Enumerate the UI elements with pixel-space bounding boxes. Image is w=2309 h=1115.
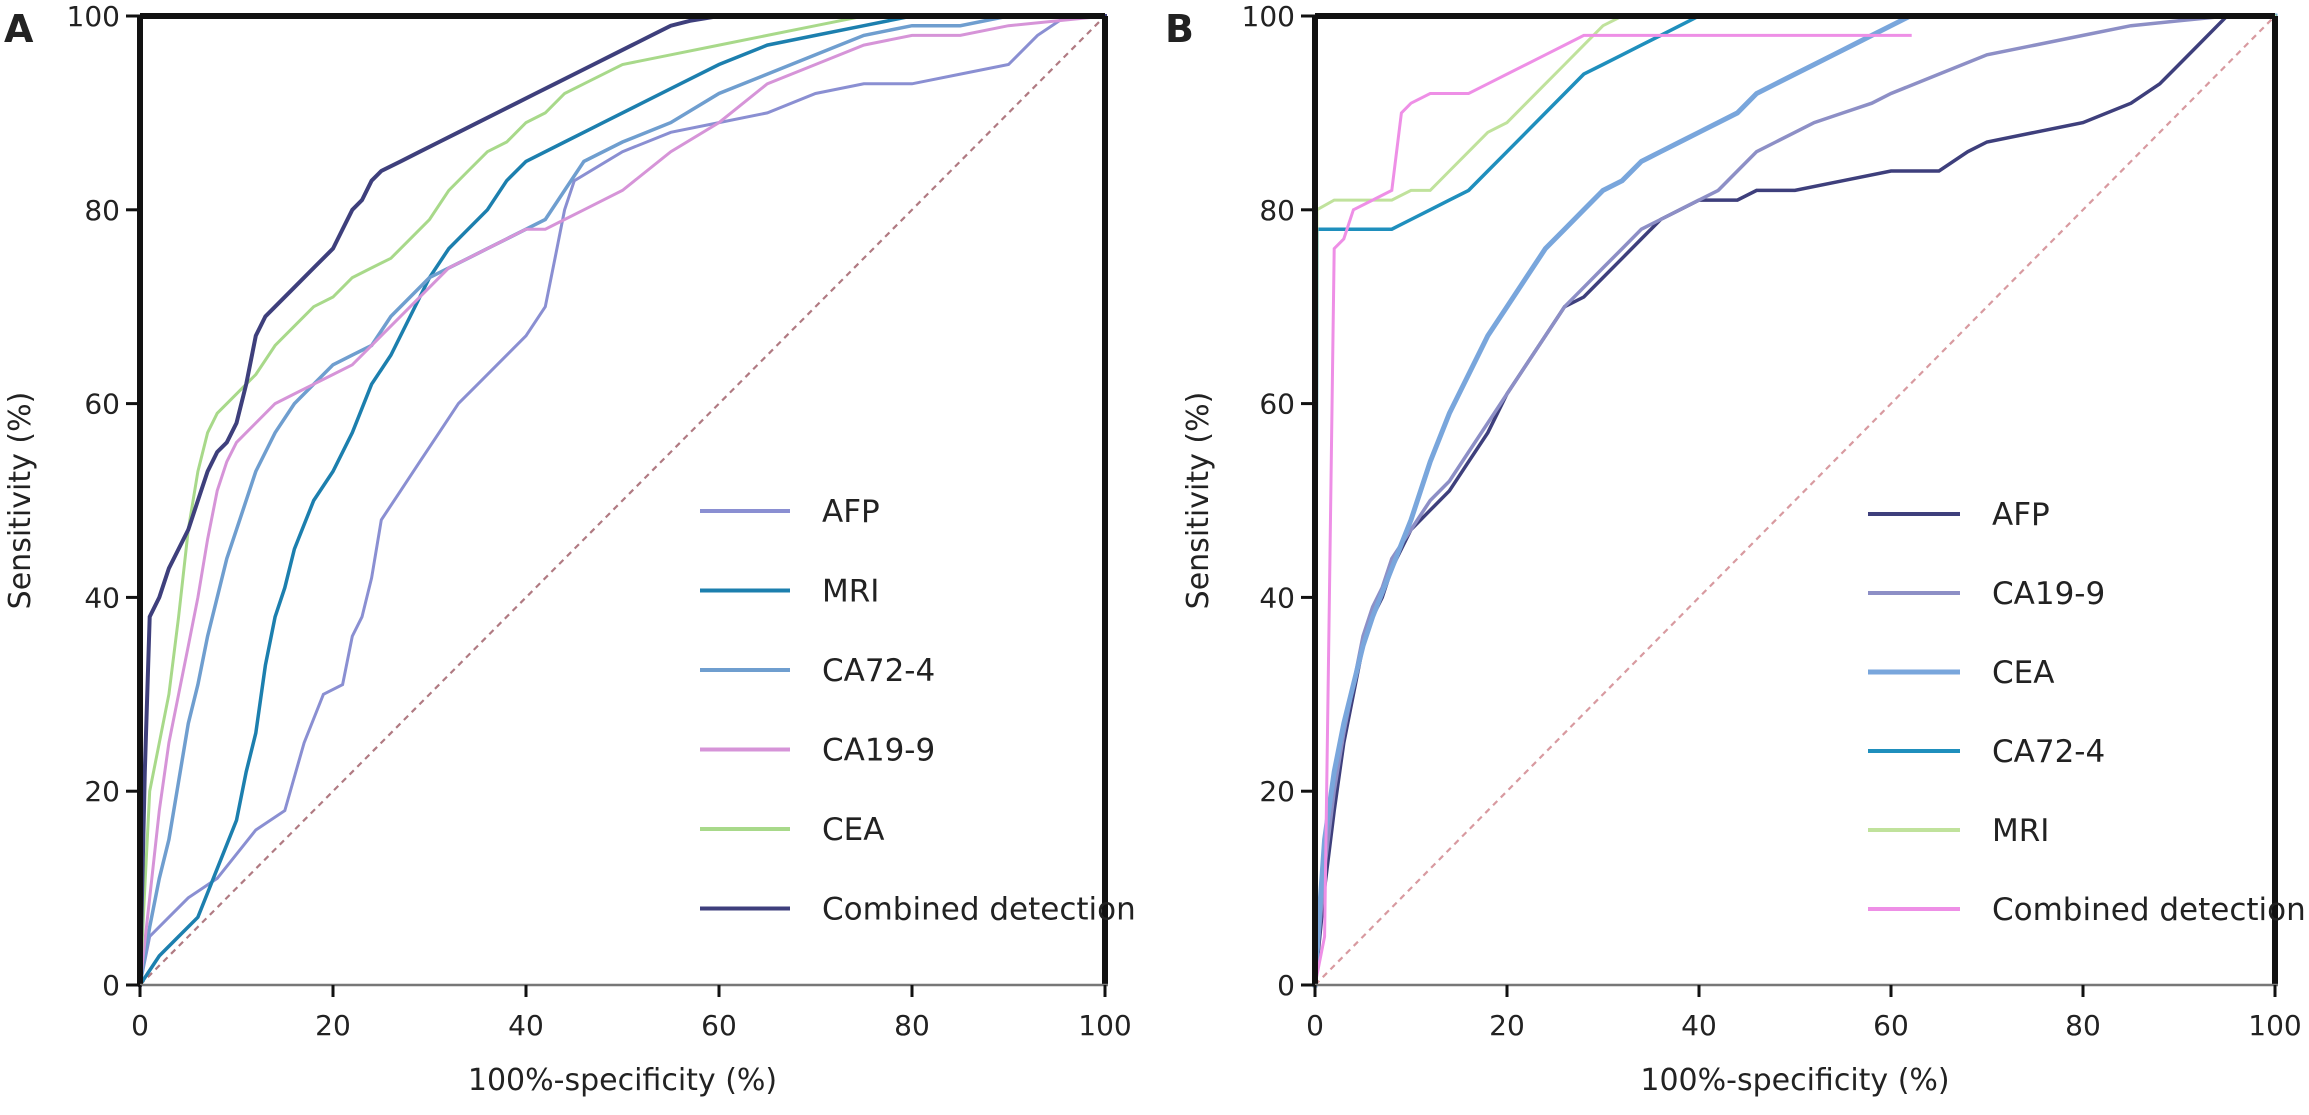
panel-b-legend-label: CEA xyxy=(1992,655,2054,691)
panel-a-y-tick-label: 100 xyxy=(67,0,120,33)
panel-a-series-line-mri xyxy=(137,14,1107,988)
panel-a-x-tick-label: 0 xyxy=(131,1009,149,1042)
panel-b-x-axis-label: 100%-specificity (%) xyxy=(1640,1063,1949,1098)
panel-b-y-tick-label: 20 xyxy=(1259,775,1295,808)
panel-a-x-tick-label: 20 xyxy=(315,1009,351,1042)
panel-a-x-tick-label: 100 xyxy=(1078,1009,1131,1042)
panel-b-label: B xyxy=(1165,7,1194,51)
panel-a-legend-label: CEA xyxy=(822,812,884,848)
panel-b-y-tick-label: 40 xyxy=(1259,581,1295,614)
panel-a-series-line-afp xyxy=(138,14,1107,987)
panel-a-y-tick-label: 0 xyxy=(102,969,120,1002)
panel-b-y-tick-label: 100 xyxy=(1242,0,1295,33)
panel-a-y-axis-label: Sensitivity (%) xyxy=(3,392,38,610)
panel-b-x-tick-label: 80 xyxy=(2065,1009,2101,1042)
panel-b-legend: AFP CA19-9 CEA CA72-4 MRI Combined detection xyxy=(1868,497,2306,928)
panel-a-legend-label: AFP xyxy=(822,494,880,530)
panel-b-x-tick-label: 20 xyxy=(1489,1009,1525,1042)
panel-a-label: A xyxy=(4,7,34,51)
panel-a-y-tick-label: 80 xyxy=(84,194,120,227)
panel-b-legend-label: CA19-9 xyxy=(1992,576,2105,612)
panel-a-legend: AFP MRI CA72-4 CA19-9 CEA Combined detection xyxy=(700,494,1136,928)
panel-a-legend-label: Combined detection xyxy=(822,892,1136,928)
panel-a-x-tick-label: 40 xyxy=(508,1009,544,1042)
panel-b-y-tick-label: 0 xyxy=(1277,969,1295,1002)
panel-a-x-tick-label: 80 xyxy=(894,1009,930,1042)
panel-a-legend-label: CA19-9 xyxy=(822,733,935,769)
panel-b-series-line-ca72-4 xyxy=(1313,14,2277,987)
panel-b-y-tick-label: 80 xyxy=(1259,194,1295,227)
panel-a-reference-line xyxy=(139,15,1106,986)
panel-a-series-line-combined-detection xyxy=(137,14,1107,988)
panel-b-y-axis-label: Sensitivity (%) xyxy=(1181,392,1216,610)
panel-a: 0 20 40 60 80 100 0 20 40 60 80 100 100%-specificity… xyxy=(3,0,1136,1098)
panel-a-y-tick-label: 60 xyxy=(84,388,120,421)
panel-a-series-line-ca72-4 xyxy=(137,14,1107,988)
panel-a-x-tick-label: 60 xyxy=(701,1009,737,1042)
panel-b-series-line-mri xyxy=(1313,14,2277,987)
panel-b-x-tick-label: 60 xyxy=(1873,1009,1909,1042)
panel-a-legend-label: CA72-4 xyxy=(822,653,935,689)
panel-b-series-line-combined-detection xyxy=(1313,33,1912,987)
panel-b-x-tick-label: 100 xyxy=(2248,1009,2301,1042)
panel-b-x-tick-label: 40 xyxy=(1681,1009,1717,1042)
panel-a-y-tick-label: 40 xyxy=(84,581,120,614)
panel-b: 0 20 40 60 80 100 0 20 40 60 80 100 100%-specificity… xyxy=(1165,0,2306,1098)
panel-a-y-tick-label: 20 xyxy=(84,775,120,808)
panel-b-reference-line xyxy=(1314,15,2276,986)
panel-b-series-line-cea xyxy=(1312,13,2278,988)
panel-a-series-line-cea xyxy=(138,14,1107,987)
panel-b-y-tick-label: 60 xyxy=(1259,388,1295,421)
panel-b-legend-label: AFP xyxy=(1992,497,2050,533)
panel-a-series-line-ca19-9 xyxy=(138,14,1107,987)
panel-b-x-tick-label: 0 xyxy=(1306,1009,1324,1042)
panel-a-legend-label: MRI xyxy=(822,574,879,610)
panel-a-x-axis-label: 100%-specificity (%) xyxy=(468,1063,777,1098)
panel-b-legend-label: CA72-4 xyxy=(1992,734,2105,770)
panel-b-legend-label: MRI xyxy=(1992,813,2049,849)
panel-b-legend-label: Combined detection xyxy=(1992,892,2306,928)
